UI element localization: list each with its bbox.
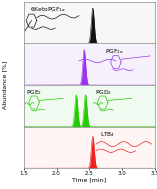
Text: LTB$_4$: LTB$_4$: [100, 130, 115, 139]
Text: PGE$_2$: PGE$_2$: [26, 88, 42, 97]
Text: PGD$_2$: PGD$_2$: [95, 88, 112, 97]
X-axis label: Time [min]: Time [min]: [72, 177, 107, 182]
Text: PGF$_{2\alpha}$: PGF$_{2\alpha}$: [105, 47, 124, 56]
Text: 6KetoPGF$_{1\alpha}$: 6KetoPGF$_{1\alpha}$: [30, 5, 66, 14]
Text: Abundance [%]: Abundance [%]: [2, 61, 7, 109]
